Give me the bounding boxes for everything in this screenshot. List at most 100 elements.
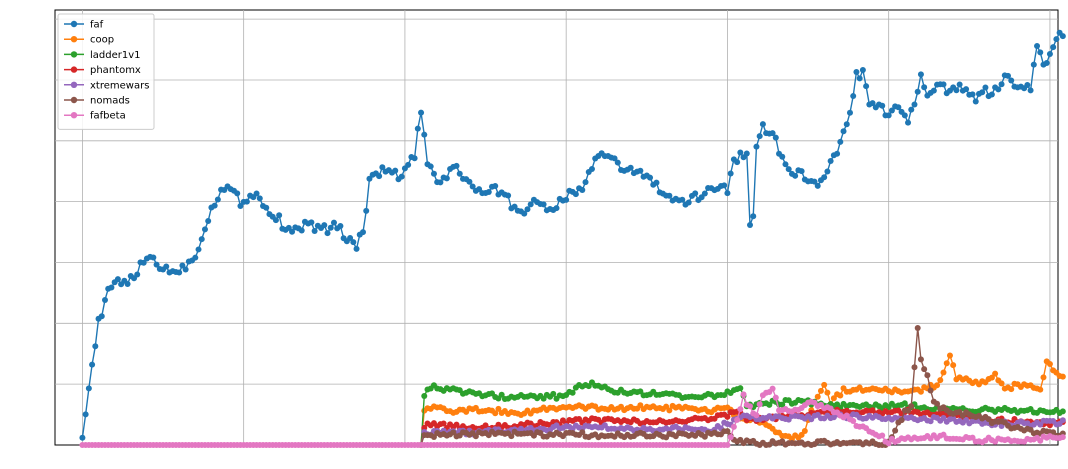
legend: faf coop ladder1v1 phantomx xtremewars nomads… xyxy=(57,13,155,130)
data-point xyxy=(753,143,760,150)
data-point xyxy=(727,434,734,441)
data-point xyxy=(443,175,450,182)
data-point xyxy=(540,201,547,208)
data-point xyxy=(953,87,960,94)
data-point xyxy=(988,91,995,98)
data-point xyxy=(405,161,412,168)
data-point xyxy=(327,224,334,231)
data-point xyxy=(824,389,831,396)
data-point xyxy=(392,167,399,174)
data-point xyxy=(495,405,502,412)
data-point xyxy=(782,161,789,168)
data-point xyxy=(885,440,892,447)
data-point xyxy=(821,174,828,181)
data-point xyxy=(972,98,979,105)
data-point xyxy=(492,410,499,417)
data-point xyxy=(505,192,512,199)
data-point xyxy=(411,155,418,162)
legend-label: ladder1v1 xyxy=(90,50,141,61)
data-point xyxy=(740,391,747,398)
data-point xyxy=(840,128,847,135)
data-point xyxy=(979,89,986,96)
data-point xyxy=(772,134,779,141)
data-point xyxy=(427,163,434,170)
series-nomads xyxy=(418,324,1066,448)
data-point xyxy=(421,424,428,431)
legend-item-fafbeta: fafbeta xyxy=(64,111,126,122)
data-point xyxy=(779,401,786,408)
data-point xyxy=(811,178,818,185)
data-point xyxy=(905,407,912,414)
data-point xyxy=(930,87,937,94)
legend-marker xyxy=(70,81,78,89)
data-point xyxy=(321,222,328,229)
series-faf xyxy=(79,29,1066,441)
data-point xyxy=(234,190,241,197)
data-point xyxy=(747,403,754,410)
legend-label: coop xyxy=(90,35,114,46)
legend-marker xyxy=(70,96,78,104)
data-point xyxy=(521,210,528,217)
legend-marker xyxy=(70,51,78,58)
data-point xyxy=(779,153,786,160)
data-point xyxy=(766,401,773,408)
data-point xyxy=(579,186,586,193)
data-point xyxy=(821,381,828,388)
data-point xyxy=(814,182,821,189)
data-point xyxy=(272,217,279,224)
data-point xyxy=(511,203,518,210)
legend-item-coop: coop xyxy=(64,35,114,46)
data-point xyxy=(1034,42,1041,49)
grid-lines xyxy=(55,10,1058,445)
data-point xyxy=(450,429,457,436)
data-point xyxy=(353,245,360,252)
data-point xyxy=(724,190,731,197)
data-point xyxy=(998,81,1005,88)
data-point xyxy=(692,190,699,197)
data-point xyxy=(1040,374,1047,381)
data-point xyxy=(1059,408,1066,415)
data-point xyxy=(98,313,105,320)
data-point xyxy=(298,227,305,234)
data-point xyxy=(124,281,131,288)
legend-label: xtremewars xyxy=(90,80,149,91)
data-point xyxy=(1037,437,1044,444)
legend-label: nomads xyxy=(90,96,130,107)
data-point xyxy=(359,229,366,236)
data-point xyxy=(466,178,473,185)
data-point xyxy=(421,392,428,399)
data-point xyxy=(376,173,383,180)
data-point xyxy=(363,207,370,214)
data-point xyxy=(843,412,850,419)
data-point xyxy=(927,418,934,425)
data-point xyxy=(801,428,808,435)
legend-item-faf: faf xyxy=(64,20,104,31)
data-point xyxy=(421,131,428,138)
data-point xyxy=(179,262,186,269)
data-point xyxy=(627,164,634,171)
data-point xyxy=(901,400,908,407)
data-point xyxy=(737,385,744,392)
data-point xyxy=(901,112,908,119)
data-point xyxy=(1053,36,1060,43)
data-point xyxy=(101,296,108,303)
data-point xyxy=(579,429,586,436)
data-point xyxy=(379,164,386,171)
data-point xyxy=(814,393,821,400)
data-point xyxy=(1024,81,1031,88)
data-point xyxy=(611,155,618,162)
data-point xyxy=(1008,77,1015,84)
legend-item-nomads: nomads xyxy=(64,96,130,107)
legend-marker xyxy=(70,66,78,73)
data-point xyxy=(582,179,589,186)
data-point xyxy=(1043,59,1050,66)
data-point xyxy=(330,219,337,226)
data-point xyxy=(701,190,708,197)
data-point xyxy=(969,91,976,98)
data-point xyxy=(846,109,853,116)
data-point xyxy=(914,88,921,95)
data-point xyxy=(759,121,766,128)
data-point xyxy=(398,173,405,180)
data-point xyxy=(666,192,673,199)
